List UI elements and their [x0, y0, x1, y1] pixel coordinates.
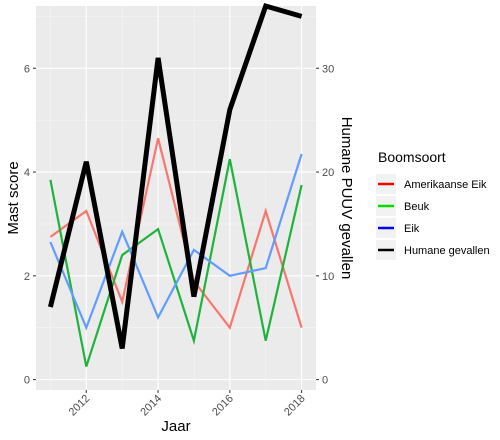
y-tick-label-left: 4 [24, 167, 30, 179]
x-tick-label: 2012 [67, 393, 93, 419]
legend-entries: Amerikaanse Eik Beuk Eik Humane gevallen [376, 174, 490, 260]
legend-label: Beuk [404, 201, 430, 213]
x-axis-title: Jaar [161, 418, 190, 435]
legend-label: Humane gevallen [404, 245, 490, 257]
x-tick-label: 2016 [210, 393, 236, 419]
y-tick-label-left: 0 [24, 375, 30, 387]
y-tick-label-left: 2 [24, 271, 30, 283]
y-tick-label-left: 6 [24, 63, 30, 75]
legend-label: Amerikaanse Eik [404, 179, 487, 191]
series-line-amerikaanse-eik [49, 138, 303, 331]
legend: Boomsoort Amerikaanse Eik Beuk Eik Humane g… [376, 149, 490, 260]
y-axis-title-right: Humane PUUV gevallen [338, 117, 355, 280]
x-tick-label: 2014 [138, 393, 164, 419]
axis-right: 0 10 20 30 [316, 63, 334, 387]
legend-title: Boomsoort [378, 149, 446, 165]
x-tick-label: 2018 [282, 393, 308, 419]
series-layer [47, 2, 303, 367]
grid-minor [36, 6, 316, 390]
legend-label: Eik [404, 223, 420, 235]
y-tick-label-right: 30 [322, 63, 334, 75]
y-axis-title-left: Mast score [5, 161, 22, 234]
y-tick-label-right: 20 [322, 167, 334, 179]
y-tick-label-right: 0 [322, 375, 328, 387]
series-line-eik [49, 153, 303, 331]
axis-bottom: 2012 2014 2016 2018 [67, 390, 308, 418]
y-tick-label-right: 10 [322, 271, 334, 283]
axis-left: 0 2 4 6 [24, 63, 36, 387]
series-line-humane-gevallen [47, 2, 303, 349]
